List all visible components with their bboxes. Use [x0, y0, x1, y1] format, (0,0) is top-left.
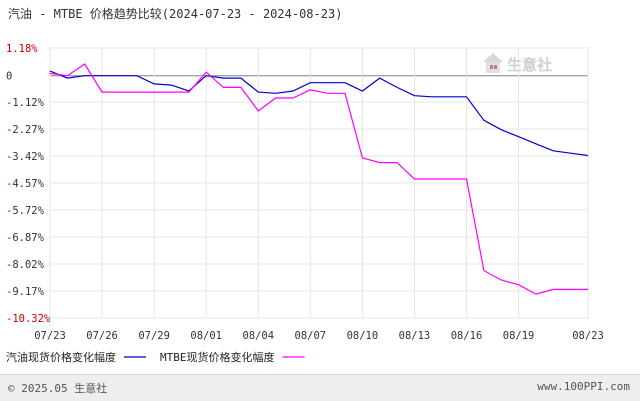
x-tick-label: 08/13	[399, 330, 431, 342]
x-tick-label: 07/23	[34, 330, 66, 342]
copyright-text: © 2025.05 生意社	[8, 382, 108, 395]
watermark: 生意社	[483, 53, 552, 74]
x-tick-label: 08/10	[347, 330, 379, 342]
x-tick-label: 08/19	[503, 330, 535, 342]
legend-label-1: MTBE现货价格变化幅度	[160, 350, 275, 364]
x-tick-label: 07/26	[86, 330, 118, 342]
series-line-0	[49, 70, 589, 157]
x-tick-label: 08/01	[190, 330, 222, 342]
x-tick-label: 08/07	[295, 330, 327, 342]
grid	[49, 47, 589, 319]
footer: © 2025.05 生意社 www.100PPI.com	[0, 374, 640, 401]
y-tick-label: -5.72%	[6, 205, 45, 217]
y-tick-label: -6.87%	[6, 232, 45, 244]
x-tick-label: 08/04	[242, 330, 274, 342]
line-chart: 生意社 1.18% 0 -1.12% -2.27% -3.42% -4.57% -5.72%…	[6, 43, 604, 364]
y-tick-label: -1.12%	[6, 97, 45, 109]
x-tick-label: 08/23	[572, 330, 604, 342]
x-axis-ticks: 07/23 07/26 07/29 08/01 08/04 08/07 08/10 08/13…	[34, 330, 604, 342]
y-tick-label: 1.18%	[6, 43, 38, 55]
y-tick-label: 0	[6, 71, 12, 83]
y-tick-label: -2.27%	[6, 124, 45, 136]
y-tick-label: -3.42%	[6, 151, 45, 163]
x-tick-label: 07/29	[138, 330, 170, 342]
logo-house-icon	[483, 53, 503, 73]
watermark-text: 生意社	[507, 56, 552, 74]
y-axis-ticks: 1.18% 0 -1.12% -2.27% -3.42% -4.57% -5.72% -6.8…	[6, 43, 51, 325]
y-tick-label: -4.57%	[6, 178, 45, 190]
series-lines	[49, 63, 589, 295]
series-line-1	[49, 63, 588, 295]
y-tick-label: -9.17%	[6, 286, 45, 298]
chart-title: 汽油 - MTBE 价格趋势比较(2024-07-23 - 2024-08-23…	[8, 7, 343, 21]
x-tick-label: 08/16	[451, 330, 483, 342]
legend: 汽油现货价格变化幅度 MTBE现货价格变化幅度	[6, 350, 305, 364]
y-tick-label: -10.32%	[6, 313, 51, 325]
legend-label-0: 汽油现货价格变化幅度	[6, 350, 116, 364]
y-tick-label: -8.02%	[6, 259, 45, 271]
site-url[interactable]: www.100PPI.com	[537, 380, 630, 393]
